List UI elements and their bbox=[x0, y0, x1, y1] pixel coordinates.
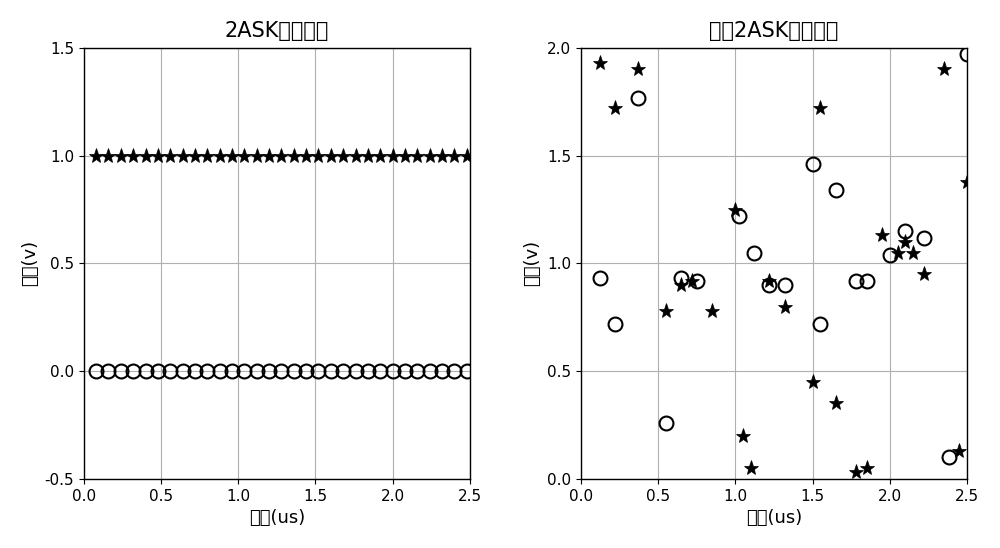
Title: 加扰2ASK调制点图: 加扰2ASK调制点图 bbox=[709, 21, 839, 41]
Title: 2ASK调制点图: 2ASK调制点图 bbox=[225, 21, 329, 41]
Y-axis label: 幅度(v): 幅度(v) bbox=[524, 241, 542, 287]
X-axis label: 时间(us): 时间(us) bbox=[746, 509, 802, 527]
X-axis label: 时间(us): 时间(us) bbox=[249, 509, 305, 527]
Y-axis label: 幅度(v): 幅度(v) bbox=[21, 241, 39, 287]
